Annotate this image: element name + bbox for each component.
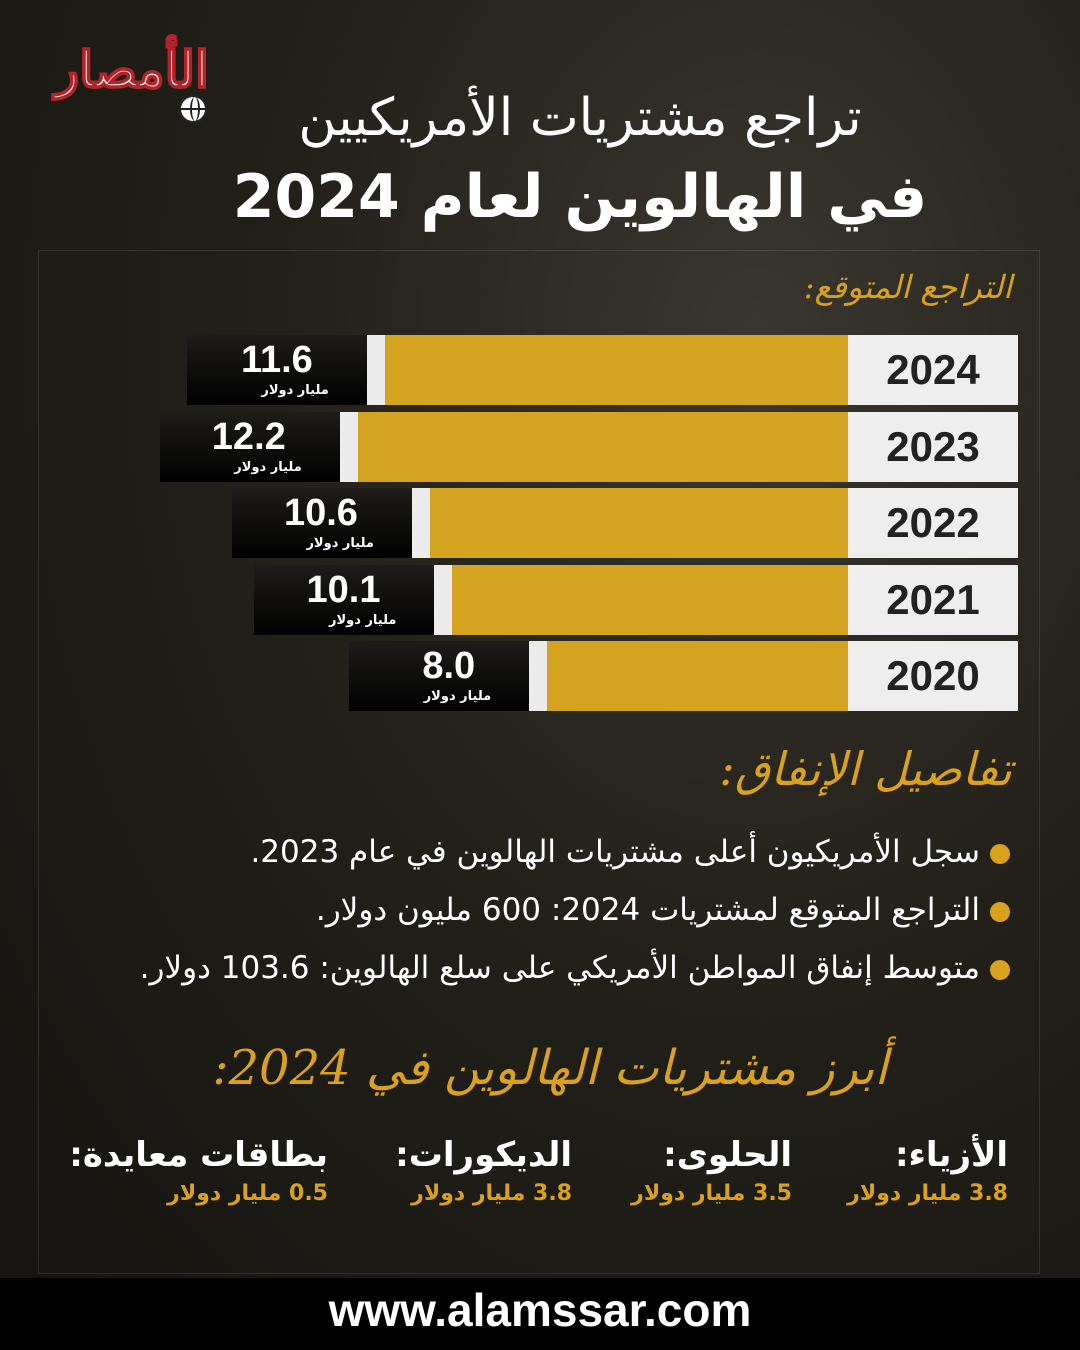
page-title-line1: تراجع مشتريات الأمريكيين bbox=[298, 88, 862, 148]
category-label: الديكورات: bbox=[395, 1135, 572, 1175]
value-unit: مليار دولار bbox=[423, 689, 492, 704]
value-unit: مليار دولار bbox=[261, 383, 329, 398]
footer-url[interactable]: www.alamssar.com bbox=[0, 1278, 1080, 1350]
category-label: الحلوى: bbox=[663, 1135, 792, 1175]
value-label: 11.6 bbox=[240, 339, 313, 381]
value-unit: مليار دولار bbox=[234, 460, 302, 475]
bar bbox=[357, 412, 848, 482]
category-value: 3.8 مليار دولار bbox=[847, 1181, 1008, 1206]
bar bbox=[384, 335, 848, 405]
details-item: متوسط إنفاق المواطن الأمريكي على سلع اله… bbox=[50, 946, 1010, 1004]
category-decorations: الديكورات: 3.8 مليار دولار bbox=[332, 1135, 572, 1206]
top-purchases-heading: أبرز مشتريات الهالوين في 2024: bbox=[212, 1040, 888, 1096]
logo-text: الأمصار bbox=[54, 39, 209, 100]
bar bbox=[452, 565, 848, 635]
category-candy: الحلوى: 3.5 مليار دولار bbox=[552, 1135, 792, 1206]
value-label: 8.0 bbox=[422, 645, 476, 687]
value-label: 10.1 bbox=[306, 569, 381, 611]
value-unit: مليار دولار bbox=[329, 613, 397, 628]
bullet-dot-icon bbox=[990, 843, 1010, 864]
page-title-line2: في الهالوين لعام 2024 bbox=[232, 162, 928, 232]
category-label: الأزياء: bbox=[894, 1135, 1008, 1175]
bar bbox=[429, 488, 848, 558]
details-list: سجل الأمريكيون أعلى مشتريات الهالوين في … bbox=[50, 830, 1010, 1004]
details-item: التراجع المتوقع لمشتريات 2024: 600 مليون… bbox=[50, 888, 1010, 946]
bar-chart: 2024 11.6 مليار دولار 2023 12.2 مليار دولار 20… bbox=[159, 335, 1018, 711]
category-value: 3.8 مليار دولار bbox=[411, 1181, 572, 1206]
category-value: 3.5 مليار دولار bbox=[631, 1181, 792, 1206]
bullet-dot-icon bbox=[990, 959, 1010, 980]
bar-cap bbox=[434, 565, 453, 635]
year-label: 2023 bbox=[848, 412, 1018, 482]
value-label-box: 10.1 مليار دولار bbox=[254, 565, 435, 635]
bar-cap bbox=[366, 335, 385, 405]
category-label: بطاقات معايدة: bbox=[69, 1135, 328, 1175]
year-label: 2021 bbox=[848, 565, 1018, 635]
bullet-dot-icon bbox=[990, 901, 1010, 922]
value-label-box: 12.2 مليار دولار bbox=[159, 412, 340, 482]
globe-icon bbox=[178, 94, 208, 124]
value-label-box: 11.6 مليار دولار bbox=[186, 335, 367, 405]
bar bbox=[547, 641, 848, 711]
value-unit: مليار دولار bbox=[306, 536, 374, 551]
expected-decline-label: التراجع المتوقع: bbox=[803, 268, 1012, 306]
category-costumes: الأزياء: 3.8 مليار دولار bbox=[768, 1135, 1008, 1206]
year-label: 2020 bbox=[848, 641, 1018, 711]
category-greeting-cards: بطاقات معايدة: 0.5 مليار دولار bbox=[69, 1135, 328, 1206]
value-label: 10.6 bbox=[283, 492, 358, 534]
value-label-box: 8.0 مليار دولار bbox=[349, 641, 530, 711]
details-item-text: التراجع المتوقع لمشتريات 2024: 600 مليون… bbox=[315, 892, 980, 928]
value-label: 12.2 bbox=[211, 416, 286, 458]
value-label-box: 10.6 مليار دولار bbox=[231, 488, 412, 558]
category-value: 0.5 مليار دولار bbox=[167, 1181, 328, 1206]
details-item-text: سجل الأمريكيون أعلى مشتريات الهالوين في … bbox=[250, 834, 980, 870]
details-heading: تفاصيل الإنفاق: bbox=[719, 742, 1012, 796]
bar-cap bbox=[529, 641, 548, 711]
details-item-text: متوسط إنفاق المواطن الأمريكي على سلع اله… bbox=[139, 950, 980, 986]
year-label: 2022 bbox=[848, 488, 1018, 558]
content-frame bbox=[38, 250, 1040, 1274]
bar-cap bbox=[411, 488, 430, 558]
details-item: سجل الأمريكيون أعلى مشتريات الهالوين في … bbox=[50, 830, 1010, 888]
bar-cap bbox=[339, 412, 358, 482]
year-label: 2024 bbox=[848, 335, 1018, 405]
site-logo[interactable]: الأمصار bbox=[42, 39, 222, 124]
